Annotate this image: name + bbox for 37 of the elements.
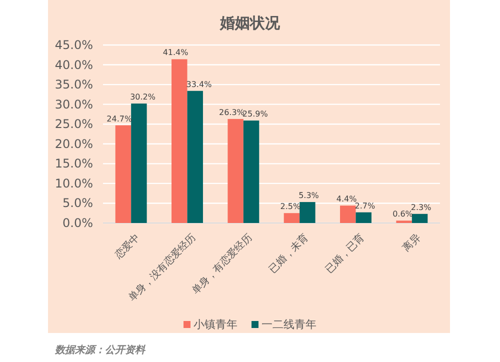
bar: [356, 212, 372, 223]
bar: [115, 125, 132, 223]
data-label: 5.3%: [298, 191, 320, 200]
y-tick-label: 25.0%: [54, 117, 93, 132]
data-label: 25.9%: [242, 110, 268, 119]
y-tick-label: 40.0%: [54, 58, 93, 72]
y-tick-label: 10.0%: [54, 176, 93, 190]
source-note: 数据来源：公开资料: [54, 344, 146, 356]
y-tick-label: 20.0%: [54, 136, 93, 151]
legend-label: 小镇青年: [194, 318, 238, 331]
x-tick-label: 恋爱中: [112, 232, 142, 262]
y-tick-label: 5.0%: [62, 196, 93, 210]
bar: [187, 90, 203, 223]
legend-label: 一二线青年: [262, 318, 316, 331]
y-tick-label: 45.0%: [54, 38, 93, 52]
chart-title: 婚姻状况: [219, 14, 281, 32]
x-tick-label: 已婚，未育: [266, 232, 311, 276]
y-tick-label: 15.0%: [54, 156, 93, 171]
data-label: 2.3%: [410, 202, 432, 212]
x-tick-label: 离异: [400, 232, 423, 254]
bar: [172, 59, 188, 223]
y-tick-label: 30.0%: [54, 97, 93, 112]
y-tick-label: 35.0%: [54, 78, 93, 92]
bar: [284, 213, 300, 223]
y-tick-label: 0.0%: [62, 216, 93, 230]
data-label: 41.4%: [162, 48, 189, 58]
bar: [412, 214, 428, 223]
data-label: 0.6%: [392, 210, 414, 219]
bar: [131, 104, 147, 223]
bar: [300, 202, 316, 223]
data-label: 2.7%: [354, 201, 376, 210]
x-tick-label: 已婚，已育: [322, 232, 367, 276]
bar: [228, 118, 244, 223]
data-label: 4.4%: [336, 194, 358, 204]
bar: [340, 206, 356, 223]
bar: [243, 120, 260, 223]
data-label: 30.2%: [130, 92, 156, 102]
